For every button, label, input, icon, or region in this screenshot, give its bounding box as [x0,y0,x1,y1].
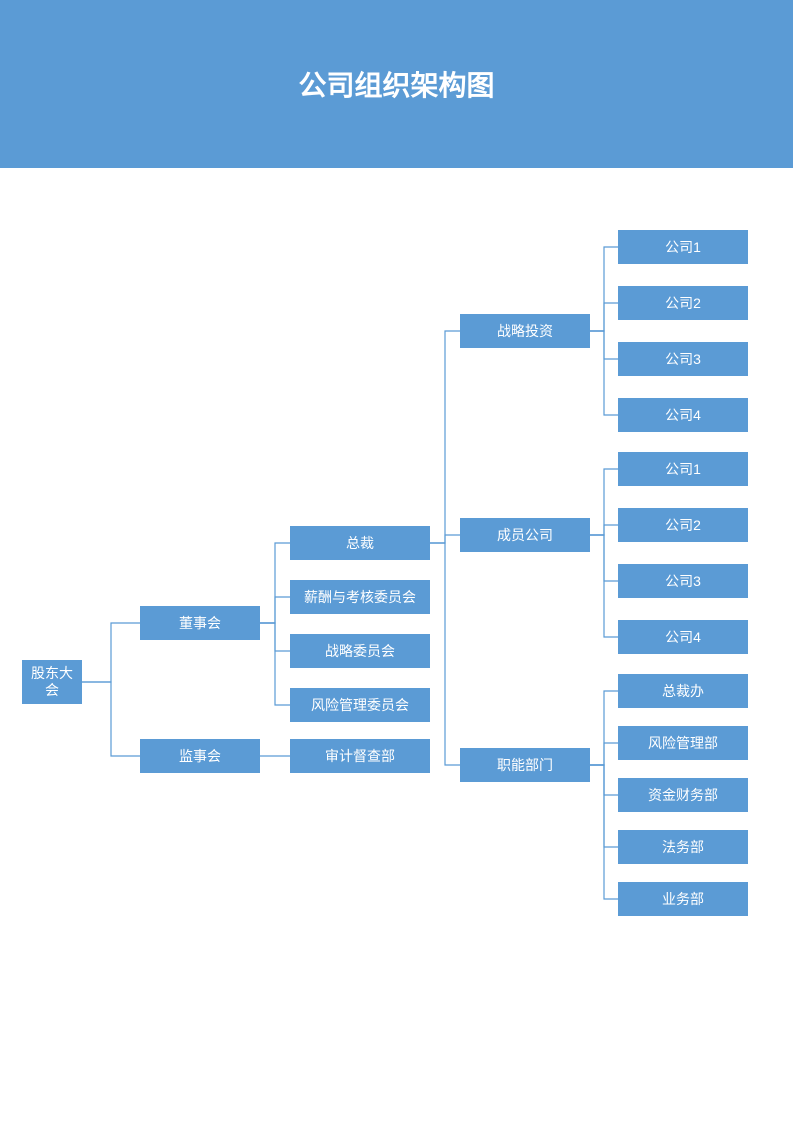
org-node-mem2: 公司2 [618,508,748,542]
edge-board-ceo [260,543,290,623]
edge-func-f3 [590,765,618,795]
org-node-func: 职能部门 [460,748,590,782]
org-node-f1: 总裁办 [618,674,748,708]
page-title: 公司组织架构图 [298,64,494,104]
org-chart: 股东大会 董事会监事会 总裁薪酬与考核委员会战略委员会风险管理委员会审计督查部 战略投… [0,168,793,1122]
edge-func-f2 [590,743,618,765]
header: 公司组织架构图 [0,0,793,168]
org-node-root: 股东大会 [22,660,82,704]
org-node-inv: 战略投资 [460,314,590,348]
org-node-mem1: 公司1 [618,452,748,486]
edge-func-f4 [590,765,618,847]
org-node-f5: 业务部 [618,882,748,916]
org-node-f2: 风险管理部 [618,726,748,760]
edge-ceo-func [430,543,460,765]
org-node-ceo: 总裁 [290,526,430,560]
org-node-f4: 法务部 [618,830,748,864]
edge-inv-inv3 [590,331,618,359]
edge-root-supv [82,682,140,756]
edge-func-f1 [590,691,618,765]
edge-ceo-mem [430,535,460,543]
edge-inv-inv2 [590,303,618,331]
org-node-inv4: 公司4 [618,398,748,432]
org-node-risk: 风险管理委员会 [290,688,430,722]
edge-mem-mem1 [590,469,618,535]
edge-ceo-inv [430,331,460,543]
org-node-f3: 资金财务部 [618,778,748,812]
org-node-strat: 战略委员会 [290,634,430,668]
org-node-supv: 监事会 [140,739,260,773]
org-node-inv3: 公司3 [618,342,748,376]
org-node-mem: 成员公司 [460,518,590,552]
org-node-mem3: 公司3 [618,564,748,598]
edge-func-f5 [590,765,618,899]
org-node-comp: 薪酬与考核委员会 [290,580,430,614]
org-node-audit: 审计督查部 [290,739,430,773]
edge-board-strat [260,623,290,651]
edge-board-risk [260,623,290,705]
org-node-mem4: 公司4 [618,620,748,654]
edge-inv-inv1 [590,247,618,331]
org-node-inv1: 公司1 [618,230,748,264]
edge-board-comp [260,597,290,623]
edge-inv-inv4 [590,331,618,415]
edge-mem-mem2 [590,525,618,535]
org-node-board: 董事会 [140,606,260,640]
edge-root-board [82,623,140,682]
edge-mem-mem3 [590,535,618,581]
org-node-inv2: 公司2 [618,286,748,320]
edge-mem-mem4 [590,535,618,637]
